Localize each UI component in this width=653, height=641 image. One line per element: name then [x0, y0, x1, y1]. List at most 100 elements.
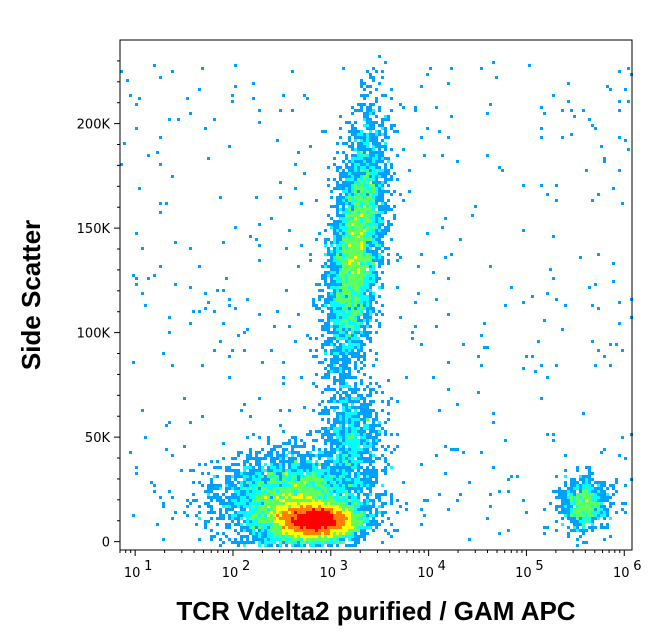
density-cell — [390, 238, 393, 241]
density-cell — [318, 448, 321, 451]
density-cell — [351, 391, 354, 394]
density-cell — [342, 502, 345, 505]
density-cell — [192, 310, 195, 313]
density-cell — [387, 223, 390, 226]
density-cell — [375, 256, 378, 259]
density-cell — [162, 538, 165, 541]
density-cell — [201, 415, 204, 418]
density-cell — [345, 385, 348, 388]
density-cell — [318, 523, 321, 526]
density-cell — [237, 481, 240, 484]
density-cell — [246, 484, 249, 487]
density-cell — [324, 280, 327, 283]
density-cell — [366, 148, 369, 151]
density-cell — [354, 214, 357, 217]
density-cell — [330, 514, 333, 517]
density-cell — [360, 490, 363, 493]
density-cell — [603, 526, 606, 529]
density-cell — [234, 475, 237, 478]
density-cell — [360, 478, 363, 481]
density-cell — [363, 373, 366, 376]
density-cell — [273, 496, 276, 499]
density-cell — [369, 166, 372, 169]
density-cell — [366, 253, 369, 256]
density-cell — [333, 280, 336, 283]
density-cell — [354, 196, 357, 199]
density-cell — [354, 343, 357, 346]
density-cell — [381, 199, 384, 202]
density-cell — [579, 520, 582, 523]
density-cell — [327, 538, 330, 541]
density-cell — [339, 295, 342, 298]
density-cell — [336, 523, 339, 526]
density-cell — [342, 487, 345, 490]
density-cell — [285, 523, 288, 526]
density-cell — [285, 538, 288, 541]
density-cell — [372, 127, 375, 130]
density-cell — [369, 403, 372, 406]
density-cell — [324, 229, 327, 232]
density-cell — [363, 220, 366, 223]
density-cell — [297, 454, 300, 457]
density-cell — [372, 226, 375, 229]
density-cell — [246, 517, 249, 520]
density-cell — [573, 115, 576, 118]
density-cell — [276, 481, 279, 484]
density-cell — [357, 283, 360, 286]
density-cell — [576, 493, 579, 496]
density-cell — [267, 490, 270, 493]
density-cell — [330, 364, 333, 367]
density-cell — [357, 271, 360, 274]
density-cell — [381, 175, 384, 178]
density-cell — [273, 517, 276, 520]
density-cell — [570, 133, 573, 136]
density-cell — [348, 499, 351, 502]
density-cell — [264, 490, 267, 493]
density-cell — [555, 505, 558, 508]
density-cell — [234, 502, 237, 505]
density-cell — [375, 418, 378, 421]
density-cell — [357, 145, 360, 148]
density-cell — [240, 409, 243, 412]
density-cell — [327, 340, 330, 343]
density-cell — [261, 469, 264, 472]
density-cell — [372, 229, 375, 232]
density-cell — [210, 484, 213, 487]
density-cell — [624, 139, 627, 142]
density-cell — [363, 355, 366, 358]
density-cell — [243, 544, 246, 547]
density-cell — [354, 454, 357, 457]
density-cell — [342, 343, 345, 346]
density-cell — [360, 82, 363, 85]
density-cell — [348, 196, 351, 199]
density-cell — [309, 541, 312, 544]
density-cell — [381, 505, 384, 508]
density-cell — [351, 325, 354, 328]
density-cell — [489, 505, 492, 508]
density-cell — [252, 511, 255, 514]
density-cell — [357, 226, 360, 229]
density-cell — [318, 493, 321, 496]
density-cell — [327, 376, 330, 379]
density-cell — [330, 286, 333, 289]
density-cell — [297, 475, 300, 478]
density-cell — [375, 151, 378, 154]
density-cell — [210, 508, 213, 511]
density-cell — [426, 499, 429, 502]
density-cell — [243, 493, 246, 496]
density-cell — [333, 307, 336, 310]
density-cell — [612, 493, 615, 496]
density-cell — [339, 502, 342, 505]
density-cell — [543, 112, 546, 115]
density-cell — [354, 157, 357, 160]
density-cell — [366, 331, 369, 334]
density-cell — [369, 295, 372, 298]
density-cell — [396, 130, 399, 133]
density-cell — [129, 94, 132, 97]
density-cell — [333, 541, 336, 544]
density-cell — [312, 448, 315, 451]
density-cell — [576, 523, 579, 526]
density-cell — [339, 487, 342, 490]
density-cell — [336, 463, 339, 466]
density-cell — [363, 145, 366, 148]
